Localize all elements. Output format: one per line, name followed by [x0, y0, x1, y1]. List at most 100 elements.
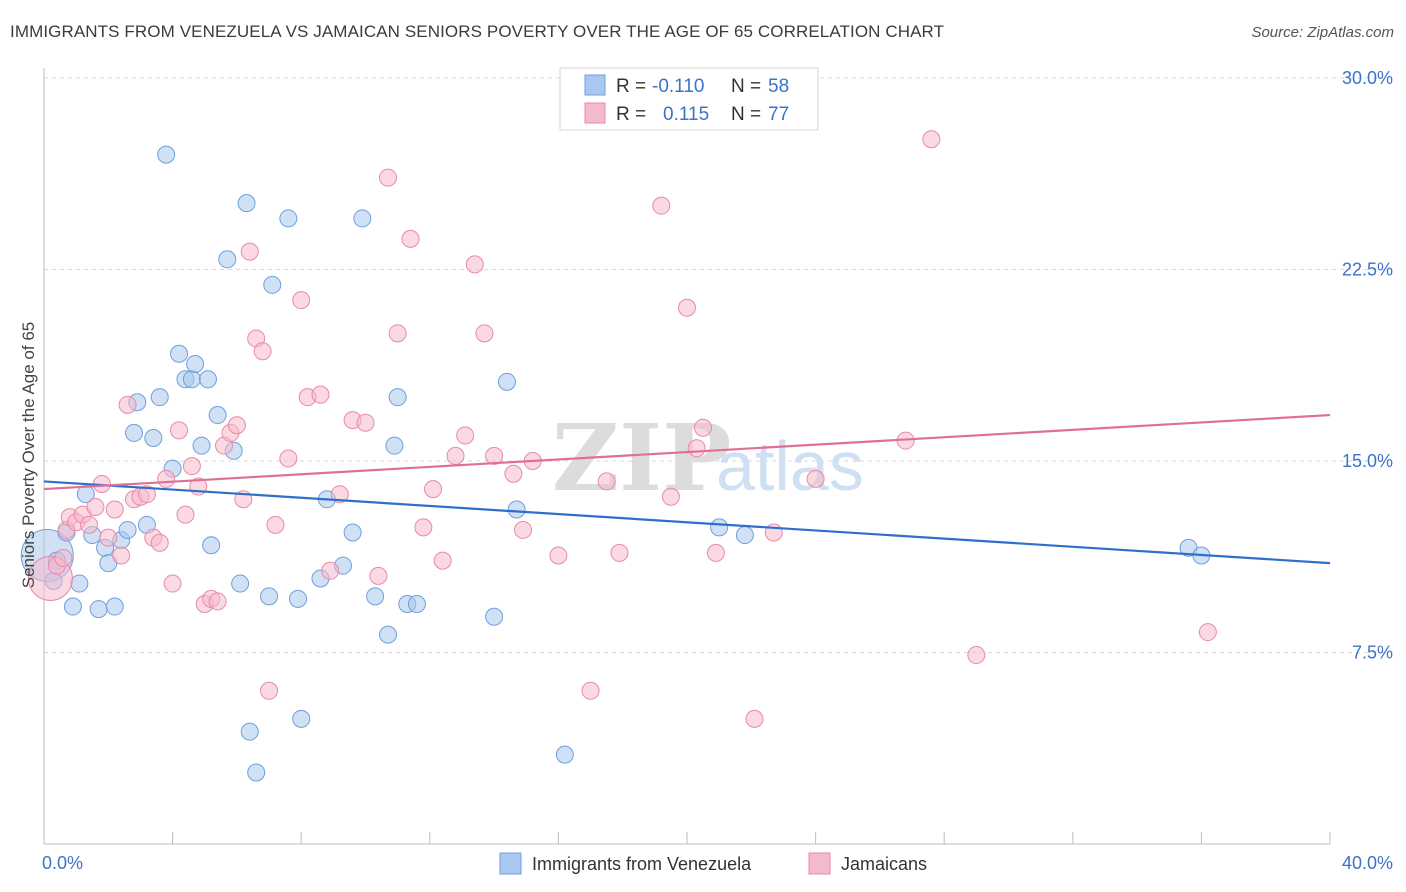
y-tick-label-1: 15.0% [1342, 451, 1393, 471]
data-point [475, 324, 494, 343]
data-point [687, 439, 706, 458]
data-point [485, 446, 504, 465]
data-point [118, 395, 137, 414]
data-point [170, 344, 189, 363]
data-point [198, 370, 217, 389]
data-point [182, 457, 201, 476]
x-tick-labels: 0.0% 40.0% [42, 853, 1393, 873]
data-point [86, 497, 105, 516]
series-legend-swatch-venezuela [499, 852, 522, 875]
data-point [157, 469, 176, 488]
data-point [366, 587, 385, 606]
data-point [253, 342, 272, 361]
data-point [661, 487, 680, 506]
data-point [401, 229, 420, 248]
data-point [507, 500, 526, 519]
data-point [99, 528, 118, 547]
data-point [745, 709, 764, 728]
data-point [555, 745, 574, 764]
x-tick-label-1: 40.0% [1342, 853, 1393, 873]
data-point [388, 324, 407, 343]
data-point [356, 413, 375, 432]
legend-r-value-2: 0.115 [663, 104, 709, 125]
data-point [292, 709, 311, 728]
data-point [549, 546, 568, 565]
legend-n-label-1: N = [731, 76, 761, 97]
y-tick-label-2: 22.5% [1342, 260, 1393, 280]
data-point [735, 526, 754, 545]
legend-r-label-2: R = [616, 104, 646, 125]
data-point [247, 763, 266, 782]
legend-box: R = -0.110 N = 58 R = 0.115 N = 77 [559, 67, 819, 131]
data-point [208, 592, 227, 611]
data-point [922, 130, 941, 149]
data-point [125, 423, 144, 442]
data-point [369, 566, 388, 585]
legend-swatch-blue [584, 74, 606, 96]
data-point [279, 449, 298, 468]
data-point [610, 543, 629, 562]
data-point [1198, 623, 1217, 642]
grid-lines [44, 77, 1390, 653]
data-point [208, 406, 227, 425]
data-point [192, 436, 211, 455]
data-point [967, 646, 986, 665]
data-point [54, 549, 73, 568]
data-point [806, 469, 825, 488]
data-point [240, 722, 259, 741]
data-point [414, 518, 433, 537]
data-point [465, 255, 484, 274]
trend-lines [43, 413, 1331, 565]
y-axis-title: Seniors Poverty Over the Age of 65 [19, 322, 38, 588]
data-point [485, 607, 504, 626]
data-point [279, 209, 298, 228]
data-point [678, 298, 696, 317]
data-point [710, 518, 729, 537]
series-legend-swatch-jamaicans [808, 852, 831, 875]
data-point [597, 472, 616, 491]
data-point [260, 587, 279, 606]
y-tick-label-3: 30.0% [1342, 68, 1393, 88]
data-point [652, 196, 671, 215]
data-point [105, 597, 124, 616]
x-tick-label-0: 0.0% [42, 853, 83, 873]
data-point [288, 589, 307, 608]
data-point [446, 446, 465, 465]
data-point [456, 426, 475, 445]
series-legend: Immigrants from Venezuela Jamaicans [499, 852, 927, 875]
chart-title: IMMIGRANTS FROM VENEZUELA VS JAMAICAN SE… [10, 22, 945, 41]
data-point [218, 250, 237, 269]
data-point [514, 520, 533, 539]
data-point [163, 574, 182, 593]
data-point [89, 600, 108, 619]
y-tick-label-0: 7.5% [1352, 643, 1393, 663]
trend-line-0 [43, 480, 1331, 565]
data-point [202, 536, 221, 555]
legend-r-label-1: R = [616, 76, 646, 97]
data-point [237, 194, 256, 213]
data-point [343, 523, 362, 542]
trend-line-1 [43, 413, 1331, 491]
watermark: ZIP atlas [552, 404, 864, 512]
legend-swatch-pink [584, 102, 606, 124]
data-point [263, 275, 282, 294]
legend-r-value-1: -0.110 [652, 76, 704, 97]
data-point [260, 681, 279, 700]
data-point [80, 515, 99, 534]
data-point [407, 594, 426, 613]
data-point [150, 533, 169, 552]
legend-n-label-2: N = [731, 104, 761, 125]
data-point [424, 480, 443, 499]
data-point [118, 520, 137, 539]
data-point [504, 464, 523, 483]
series-legend-label-jamaicans: Jamaicans [841, 854, 927, 874]
data-point [176, 505, 195, 524]
data-point [105, 500, 124, 519]
data-point [266, 515, 285, 534]
data-point [227, 416, 246, 435]
data-point [144, 429, 163, 448]
source-label: Source: ZipAtlas.com [1251, 24, 1394, 41]
data-point [694, 418, 713, 437]
data-point [240, 242, 259, 261]
